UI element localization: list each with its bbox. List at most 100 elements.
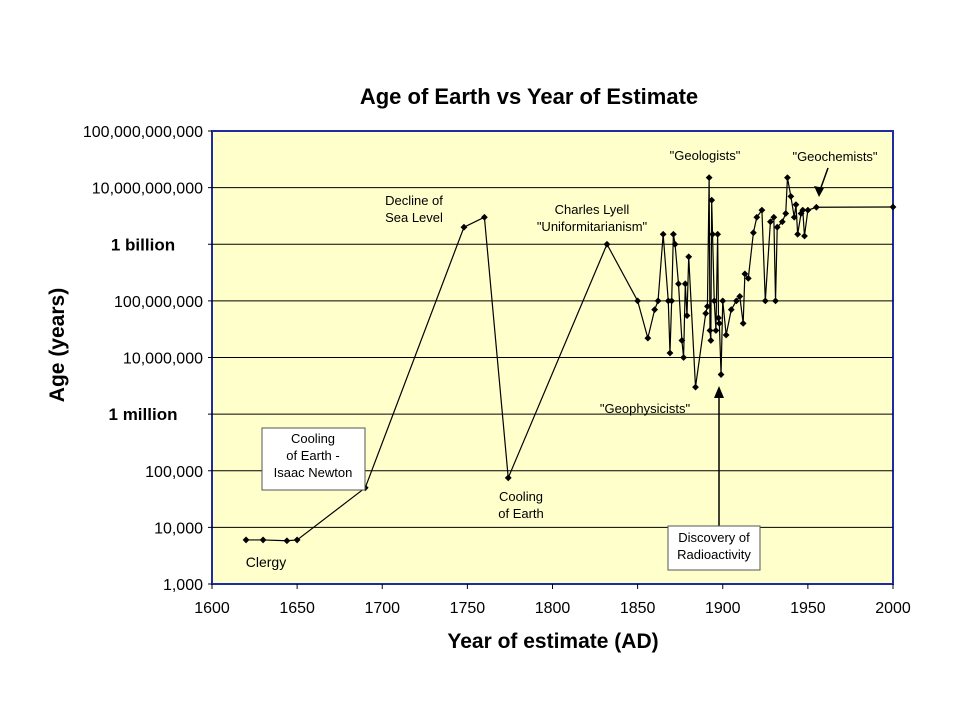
data-point bbox=[680, 354, 687, 361]
data-point bbox=[797, 210, 805, 217]
data-point bbox=[283, 537, 291, 545]
data-point bbox=[681, 280, 689, 288]
data-point bbox=[707, 337, 715, 344]
data-point bbox=[794, 230, 802, 238]
data-point bbox=[659, 230, 667, 238]
data-point bbox=[704, 302, 711, 310]
x-tick-label: 2000 bbox=[875, 600, 911, 617]
data-point bbox=[714, 230, 722, 238]
x-tick-label: 1950 bbox=[790, 600, 826, 617]
data-point bbox=[772, 297, 779, 305]
data-point bbox=[761, 297, 769, 305]
annotation-line: of Earth - bbox=[286, 448, 339, 463]
data-point bbox=[644, 334, 652, 342]
data-point bbox=[804, 206, 812, 214]
annotation-line: Discovery of bbox=[678, 530, 750, 545]
data-point bbox=[787, 192, 795, 200]
data-point bbox=[668, 297, 676, 305]
y-tick-label: 1 billion bbox=[111, 235, 175, 254]
x-tick-label: 1900 bbox=[705, 600, 741, 617]
annotation-arrowhead bbox=[814, 186, 824, 197]
annotation-radioactivity: Discovery of Radioactivity bbox=[667, 386, 761, 571]
chart-title: Age of Earth vs Year of Estimate bbox=[360, 84, 698, 109]
x-tick-labels: 1600 1650 1700 1750 1800 1850 1900 1950 2000 bbox=[194, 584, 911, 617]
x-tick-label: 1650 bbox=[279, 600, 315, 617]
data-point bbox=[717, 371, 725, 378]
data-point bbox=[782, 210, 790, 217]
series-layer bbox=[242, 174, 897, 545]
data-point bbox=[767, 218, 774, 226]
data-point bbox=[654, 297, 662, 305]
annotation-line: Radioactivity bbox=[677, 547, 751, 562]
data-point bbox=[603, 240, 611, 248]
x-tick-label: 1600 bbox=[194, 600, 230, 617]
data-point bbox=[712, 327, 720, 334]
annotation-newton: Cooling of Earth - Isaac Newton bbox=[261, 427, 366, 491]
annotation-line: Isaac Newton bbox=[274, 465, 353, 480]
annotation-lyell: Charles Lyell "Uniformitarianism" bbox=[537, 202, 648, 234]
annotation-cooling-earth: Cooling of Earth bbox=[498, 489, 544, 521]
annotation-line: of Earth bbox=[498, 506, 544, 521]
annotation-geologists: "Geologists" bbox=[670, 148, 741, 163]
data-point bbox=[705, 174, 713, 182]
data-point bbox=[741, 270, 749, 278]
data-point bbox=[702, 310, 710, 317]
y-axis-title: Age (years) bbox=[46, 288, 69, 402]
data-point bbox=[708, 196, 716, 204]
data-point bbox=[669, 230, 677, 238]
data-point bbox=[504, 474, 512, 482]
data-point bbox=[671, 240, 679, 248]
data-point bbox=[801, 232, 808, 240]
annotation-line: Cooling bbox=[291, 431, 335, 446]
data-point bbox=[749, 229, 757, 237]
annotation-line: "Uniformitarianism" bbox=[537, 219, 648, 234]
data-point bbox=[678, 337, 686, 344]
data-point bbox=[770, 213, 778, 221]
data-point bbox=[481, 213, 488, 221]
data-point bbox=[709, 230, 716, 238]
data-point bbox=[651, 306, 659, 314]
annotation-box bbox=[261, 427, 366, 491]
data-point bbox=[778, 218, 786, 226]
data-point bbox=[727, 306, 735, 314]
annotation-line: "Geophysicists" bbox=[600, 401, 691, 416]
data-point bbox=[792, 201, 800, 209]
y-tick-label: 10,000,000 bbox=[123, 351, 203, 368]
y-tick-labels: 1,000 10,000 100,000 1 million 10,000,000 100… bbox=[83, 124, 212, 594]
data-point bbox=[744, 274, 752, 282]
data-point bbox=[722, 331, 730, 339]
data-point bbox=[634, 297, 642, 305]
data-point bbox=[666, 349, 674, 357]
annotation-box bbox=[667, 525, 761, 571]
y-tick-label: 10,000 bbox=[154, 520, 203, 537]
data-point bbox=[293, 536, 301, 544]
y-tick-label: 100,000 bbox=[145, 464, 203, 481]
data-point bbox=[773, 223, 781, 231]
x-tick-label: 1800 bbox=[535, 600, 571, 617]
annotation-line: Sea Level bbox=[385, 210, 443, 225]
data-point bbox=[799, 206, 807, 214]
data-point bbox=[753, 213, 761, 221]
annotation-line: Decline of bbox=[385, 193, 443, 208]
x-tick-label: 1700 bbox=[364, 600, 400, 617]
data-point bbox=[719, 297, 727, 305]
data-point bbox=[736, 292, 744, 300]
x-tick-label: 1750 bbox=[450, 600, 486, 617]
annotation-line: Clergy bbox=[246, 554, 286, 570]
data-point bbox=[242, 536, 250, 544]
annotation-clergy: Clergy bbox=[246, 554, 286, 570]
y-tick-label: 100,000,000 bbox=[114, 294, 203, 311]
data-point bbox=[812, 203, 820, 211]
x-axis-title: Year of estimate (AD) bbox=[447, 630, 658, 653]
annotation-arrowhead bbox=[714, 386, 724, 398]
annotation-sea-level: Decline of Sea Level bbox=[385, 193, 443, 225]
annotation-line: Cooling bbox=[499, 489, 543, 504]
annotation-geochemists: "Geochemists" bbox=[792, 149, 878, 197]
data-point bbox=[790, 213, 798, 221]
data-point bbox=[460, 223, 468, 231]
y-tick-label: 100,000,000,000 bbox=[83, 124, 203, 141]
y-tick-label: 10,000,000,000 bbox=[92, 181, 203, 198]
data-point bbox=[664, 297, 672, 305]
